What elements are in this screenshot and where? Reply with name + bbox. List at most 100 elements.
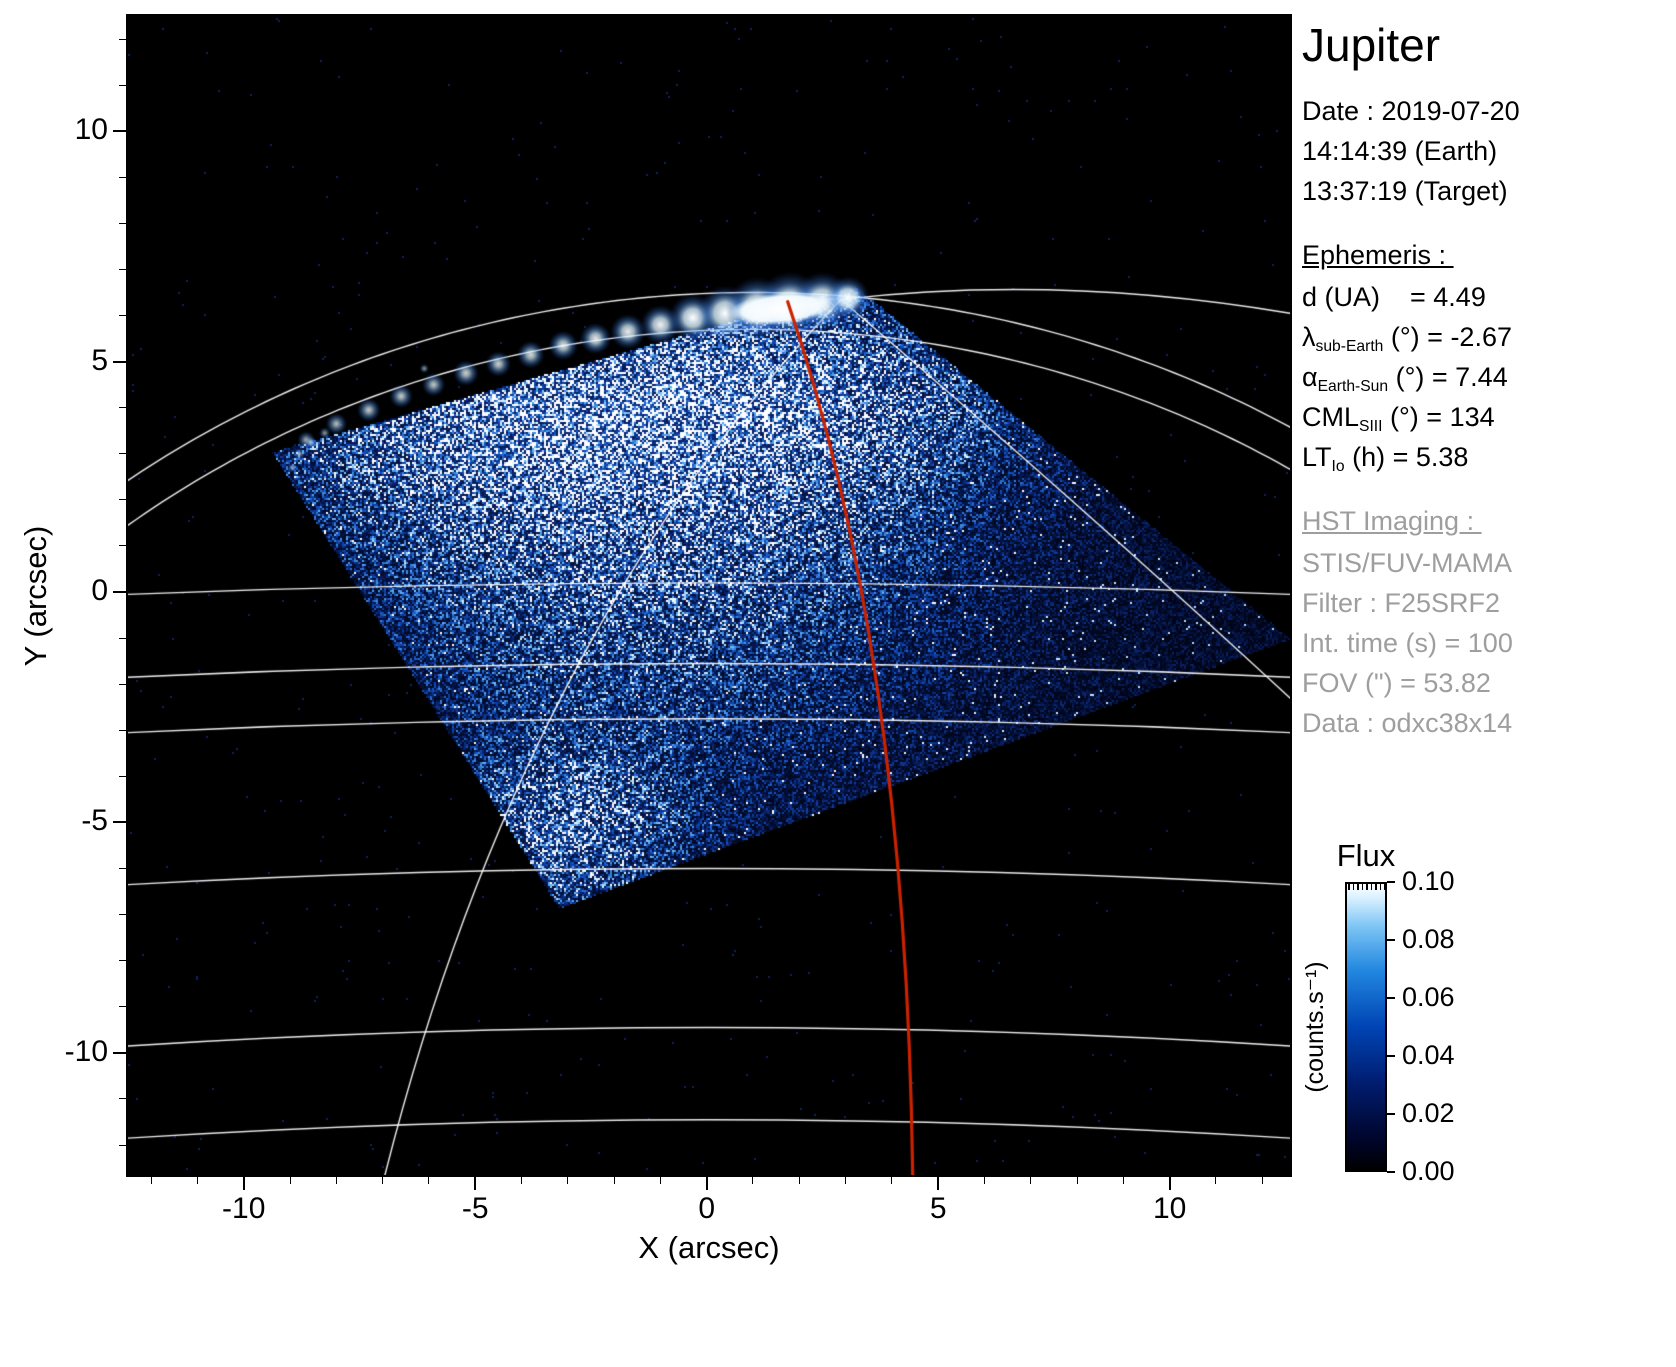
eph-sub: sub-Earth <box>1315 338 1384 355</box>
x-minor-tick <box>659 1177 661 1184</box>
x-minor-tick <box>845 1177 847 1184</box>
eph-value: (h) = 5.38 <box>1344 442 1469 472</box>
colorbar-tick-label: 0.06 <box>1402 982 1455 1012</box>
hst-filter-line: Filter : F25SRF2 <box>1302 588 1501 618</box>
y-minor-tick <box>119 1098 126 1100</box>
x-minor-tick <box>567 1177 569 1184</box>
x-minor-tick <box>1215 1177 1217 1184</box>
hst-fov-line: FOV (") = 53.82 <box>1302 668 1491 698</box>
x-minor-tick <box>1076 1177 1078 1184</box>
ephemeris-row-cml: CMLSIII (°) = 134 <box>1302 402 1495 436</box>
x-tick-label: -10 <box>222 1192 266 1225</box>
y-minor-tick <box>119 499 126 501</box>
hst-imaging-heading: HST Imaging : <box>1302 506 1482 536</box>
x-major-tick <box>937 1177 940 1190</box>
colorbar-top-minor-tick <box>1370 884 1372 890</box>
y-major-tick <box>113 130 126 133</box>
y-tick-label: 0 <box>91 574 108 608</box>
x-tick-label: 0 <box>698 1192 716 1225</box>
colorbar-tick-label: 0.00 <box>1402 1156 1455 1186</box>
y-major-tick <box>113 591 126 594</box>
colorbar-tick <box>1387 1171 1395 1173</box>
eph-value: (°) = 134 <box>1382 402 1495 432</box>
x-axis-label: X (arcsec) <box>638 1230 780 1265</box>
colorbar-tick-label: 0.10 <box>1402 866 1455 896</box>
x-minor-tick <box>752 1177 754 1184</box>
colorbar-top-minor-tick <box>1357 884 1359 890</box>
y-major-tick <box>113 821 126 824</box>
colorbar-tick-label: 0.02 <box>1402 1098 1455 1128</box>
y-minor-tick <box>119 1144 126 1146</box>
colorbar-tick <box>1387 997 1395 999</box>
ephemeris-heading: Ephemeris : <box>1302 240 1454 270</box>
ephemeris-row-subearth: λsub-Earth (°) = -2.67 <box>1302 322 1512 356</box>
eph-pre: α <box>1302 362 1318 392</box>
colorbar-top-minor-tick <box>1375 884 1377 890</box>
x-major-tick <box>705 1177 708 1190</box>
y-minor-tick <box>119 914 126 916</box>
y-minor-tick <box>119 683 126 685</box>
y-minor-tick <box>119 84 126 86</box>
y-tick-label: -5 <box>81 804 108 838</box>
x-minor-tick <box>1030 1177 1032 1184</box>
y-tick-label: 10 <box>74 113 108 147</box>
colorbar-tick <box>1387 1113 1395 1115</box>
eph-value: = 4.49 <box>1380 282 1486 312</box>
eph-pre: λ <box>1302 322 1316 352</box>
colorbar-unit-label: (counts.s⁻¹) <box>1301 961 1329 1093</box>
colorbar-tick <box>1387 881 1395 883</box>
eph-pre: LT <box>1302 442 1332 472</box>
x-major-tick <box>1168 1177 1171 1190</box>
x-minor-tick <box>1122 1177 1124 1184</box>
colorbar-top-minor-tick <box>1352 884 1354 890</box>
eph-pre: CML <box>1302 402 1360 432</box>
y-minor-tick <box>119 407 126 409</box>
x-minor-tick <box>521 1177 522 1184</box>
x-tick-label: 10 <box>1152 1192 1187 1225</box>
eph-pre: d (UA) <box>1302 282 1381 312</box>
x-major-tick <box>474 1177 477 1190</box>
colorbar-top-minor-tick <box>1361 884 1363 890</box>
y-minor-tick <box>119 453 126 455</box>
hst-data-line: Data : odxc38x14 <box>1302 708 1513 738</box>
hst-inttime-line: Int. time (s) = 100 <box>1302 628 1513 658</box>
x-minor-tick <box>428 1177 430 1184</box>
colorbar-top-minor-tick <box>1379 884 1381 890</box>
y-minor-tick <box>119 38 126 40</box>
colorbar-tick <box>1387 939 1395 941</box>
y-minor-tick <box>119 637 126 639</box>
y-major-tick <box>113 1051 126 1054</box>
x-minor-tick <box>613 1177 615 1184</box>
y-minor-tick <box>119 176 126 178</box>
y-minor-tick <box>119 1006 126 1008</box>
jupiter-fuv-aurora-image <box>128 16 1290 1175</box>
time-target-line: 13:37:19 (Target) <box>1302 176 1508 206</box>
y-minor-tick <box>119 960 126 962</box>
y-tick-label: -10 <box>64 1034 108 1068</box>
x-minor-tick <box>798 1177 800 1184</box>
ephemeris-row-distance: d (UA) = 4.49 <box>1302 282 1486 316</box>
y-minor-tick <box>119 868 126 870</box>
target-title: Jupiter <box>1302 19 1441 71</box>
eph-value: (°) = 7.44 <box>1388 362 1508 392</box>
eph-sub: Earth-Sun <box>1317 378 1389 395</box>
x-major-tick <box>242 1177 245 1190</box>
y-major-tick <box>113 360 126 363</box>
y-minor-tick <box>119 775 126 777</box>
eph-sub: SIII <box>1359 418 1383 435</box>
x-minor-tick <box>1261 1177 1263 1184</box>
colorbar-top-minor-tick <box>1384 884 1386 890</box>
time-earth-line: 14:14:39 (Earth) <box>1302 136 1498 166</box>
y-minor-tick <box>119 222 126 224</box>
x-tick-label: -5 <box>461 1192 489 1225</box>
colorbar-tick-label: 0.08 <box>1402 924 1455 954</box>
x-minor-tick <box>150 1177 152 1184</box>
x-minor-tick <box>891 1177 893 1184</box>
ephemeris-row-lt-io: LTIo (h) = 5.38 <box>1302 442 1468 476</box>
y-tick-label: 5 <box>91 343 108 377</box>
x-minor-tick <box>335 1177 337 1184</box>
colorbar-title: Flux <box>1336 838 1396 873</box>
eph-sub: Io <box>1331 458 1345 475</box>
x-minor-tick <box>983 1177 985 1184</box>
colorbar-gradient <box>1345 882 1387 1172</box>
